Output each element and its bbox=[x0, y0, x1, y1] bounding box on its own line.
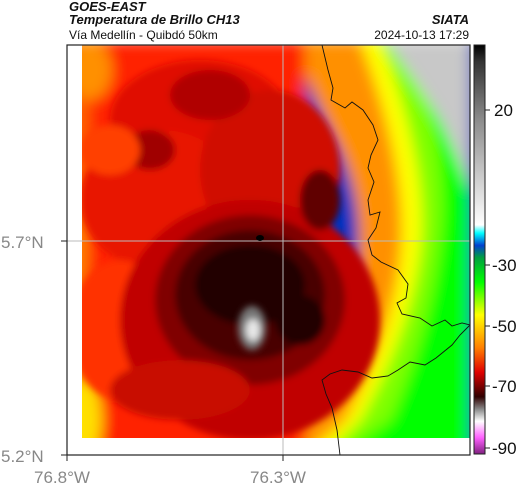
lat-tick-label: 5.2°N bbox=[1, 447, 44, 466]
colorbar-tick-label: -50 bbox=[492, 317, 517, 336]
map-frame bbox=[66, 44, 471, 456]
brightness-temperature-field bbox=[67, 45, 470, 455]
colorbar-tick-label: -70 bbox=[492, 377, 517, 396]
border-line bbox=[321, 324, 470, 455]
region-subtitle: Vía Medellín - Quibdó 50km bbox=[69, 28, 218, 42]
satellite-title: GOES-EAST bbox=[69, 0, 146, 14]
colorbar-tick-label: 20 bbox=[494, 101, 513, 120]
timestamp-label: 2024-10-13 17:29 bbox=[374, 28, 469, 42]
colorbar-tick-label: -90 bbox=[492, 439, 517, 458]
lon-tick-label: 76.8°W bbox=[34, 468, 90, 487]
colorbar-tick-label: -30 bbox=[492, 256, 517, 275]
agency-label: SIATA bbox=[431, 12, 469, 27]
colorbar: 20 -30 -50 -70 -90 bbox=[473, 44, 517, 458]
lon-tick-label: 76.3°W bbox=[250, 468, 306, 487]
product-title: Temperatura de Brillo CH13 bbox=[69, 12, 240, 27]
coastline bbox=[321, 45, 470, 327]
lat-tick-label: 5.7°N bbox=[1, 233, 44, 252]
